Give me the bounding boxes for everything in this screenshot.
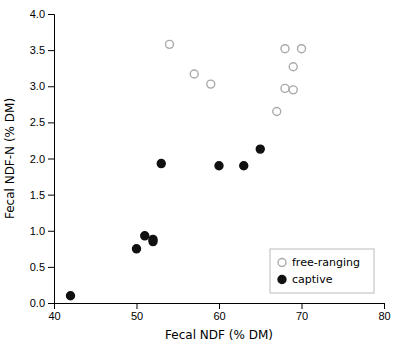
legend-marker: [278, 259, 286, 267]
x-axis-tick-label: 60: [213, 310, 225, 322]
legend-label: captive: [292, 273, 333, 286]
point: [190, 70, 198, 78]
y-axis: 0.0 0.5 1.0 1.5 2.0 2.5 3.0 3.5 4.0: [30, 8, 55, 309]
point: [273, 108, 281, 116]
x-axis-tick-mark: [137, 303, 138, 309]
x-axis-tick: 50: [131, 303, 143, 322]
point: [149, 238, 157, 246]
y-axis-tick-label: 1.5: [30, 189, 45, 201]
point: [289, 63, 297, 71]
y-axis-tick-label: 1.0: [30, 225, 45, 237]
x-axis-tick-mark: [384, 303, 385, 309]
point: [157, 160, 165, 168]
point: [289, 86, 297, 94]
y-axis-tick: 4.0: [30, 8, 54, 20]
y-axis-tick-mark: [48, 14, 54, 15]
y-axis-tick: 1.0: [30, 225, 54, 237]
y-axis-tick-label: 2.0: [30, 153, 45, 165]
x-axis-tick-mark: [302, 303, 303, 309]
point: [256, 145, 264, 153]
x-axis: 40 50 60 70 80: [48, 303, 390, 322]
chart: 40 50 60 70 80 0.0 0.5 1.0 1.5 2.0 2.5 3.0 3.5 4.0 Fec…: [0, 0, 400, 347]
point: [240, 162, 248, 170]
x-axis-tick-label: 80: [378, 310, 390, 322]
y-axis-title: Fecal NDF-N (% DM): [3, 98, 17, 219]
point: [133, 245, 141, 253]
point: [67, 292, 75, 300]
y-axis-tick-mark: [48, 231, 54, 232]
x-axis-line: [55, 304, 385, 310]
series: [67, 145, 265, 300]
legend: free-ranging captive: [270, 249, 374, 293]
y-axis-tick-mark: [48, 267, 54, 268]
point: [215, 162, 223, 170]
y-axis-tick-mark: [48, 303, 54, 304]
y-axis-tick-label: 4.0: [30, 8, 45, 20]
point: [207, 80, 215, 88]
y-axis-tick: 0.5: [30, 261, 54, 273]
x-axis-tick: 70: [296, 303, 308, 322]
y-axis-tick-label: 0.5: [30, 261, 45, 273]
y-axis-tick: 2.0: [30, 153, 54, 165]
y-axis-tick-mark: [48, 159, 54, 160]
y-axis-tick: 3.5: [30, 44, 54, 56]
x-axis-tick-label: 40: [48, 310, 60, 322]
y-axis-tick-label: 2.5: [30, 116, 45, 128]
point: [281, 45, 289, 53]
y-axis-tick: 2.5: [30, 116, 54, 128]
point: [281, 84, 289, 92]
y-axis-tick-mark: [48, 50, 54, 51]
y-axis-tick-mark: [48, 195, 54, 196]
y-axis-tick-label: 3.5: [30, 44, 45, 56]
legend-frame: [270, 249, 374, 293]
x-axis-tick: 40: [48, 303, 60, 322]
y-axis-tick: 1.5: [30, 189, 54, 201]
y-axis-tick-label: 0.0: [30, 297, 45, 309]
x-axis-title: Fecal NDF (% DM): [165, 328, 273, 342]
legend-marker: [278, 276, 286, 284]
y-axis-tick-label: 3.0: [30, 80, 45, 92]
y-axis-tick: 0.0: [30, 297, 54, 309]
x-axis-tick-mark: [219, 303, 220, 309]
y-axis-line: [48, 15, 55, 304]
y-axis-tick: 3.0: [30, 80, 54, 92]
x-axis-tick: 80: [378, 303, 390, 322]
point: [141, 232, 149, 240]
x-axis-tick-label: 50: [131, 310, 143, 322]
point: [166, 40, 174, 48]
y-axis-tick-mark: [48, 86, 54, 87]
legend-label: free-ranging: [292, 256, 360, 269]
series: [166, 40, 306, 115]
x-axis-tick-label: 70: [296, 310, 308, 322]
x-axis-tick: 60: [213, 303, 225, 322]
plot-area: 40 50 60 70 80 0.0 0.5 1.0 1.5 2.0 2.5 3.0 3.5 4.0 Fec…: [3, 8, 391, 342]
y-axis-tick-mark: [48, 122, 54, 123]
point: [298, 45, 306, 53]
